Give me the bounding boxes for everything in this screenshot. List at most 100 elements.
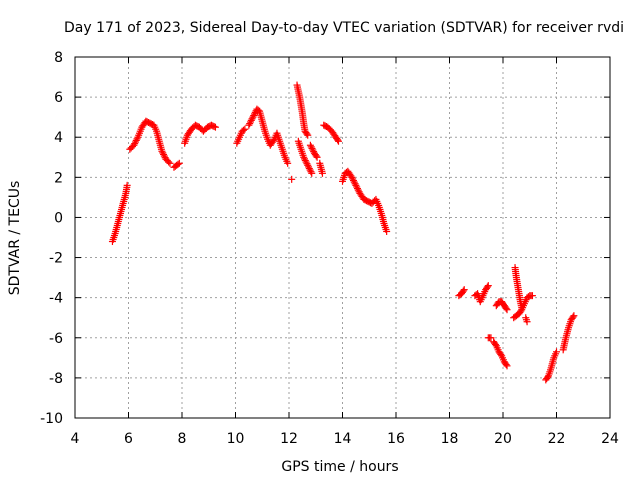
- data-point: [165, 158, 173, 166]
- data-point: [269, 137, 277, 145]
- data-point: [459, 287, 467, 295]
- data-point: [352, 181, 360, 189]
- data-point: [570, 312, 578, 320]
- x-tick-label: 22: [548, 431, 566, 447]
- data-point: [351, 180, 359, 188]
- x-tick-label: 4: [71, 431, 80, 447]
- data-point: [353, 185, 361, 193]
- data-point: [354, 186, 362, 194]
- data-point: [305, 163, 313, 171]
- grid: [75, 57, 610, 418]
- data-point: [301, 155, 309, 163]
- data-point: [130, 141, 138, 149]
- data-point: [246, 118, 254, 126]
- y-tick-label: 4: [54, 130, 63, 146]
- data-point: [460, 286, 468, 294]
- data-point: [350, 178, 358, 186]
- y-tick-label: -10: [40, 411, 63, 427]
- x-tick-label: 24: [601, 431, 619, 447]
- x-tick-label: 10: [227, 431, 245, 447]
- data-point: [308, 169, 316, 177]
- y-tick-label: -4: [49, 291, 63, 307]
- data-point: [503, 362, 511, 370]
- x-axis-label: GPS time / hours: [281, 459, 398, 475]
- data-point: [305, 165, 313, 173]
- data-point: [310, 148, 318, 156]
- y-axis-label: SDTVAR / TECUs: [7, 181, 23, 296]
- data-point: [132, 136, 140, 144]
- data-point: [159, 149, 167, 157]
- data-point: [240, 126, 248, 134]
- data-point: [160, 150, 168, 158]
- y-tick-label: 8: [54, 50, 63, 66]
- data-point: [247, 116, 255, 124]
- data-point: [318, 169, 326, 177]
- data-point: [306, 166, 314, 174]
- x-tick-label: 12: [280, 431, 298, 447]
- data-point: [334, 136, 342, 144]
- data-point: [487, 334, 495, 342]
- data-point: [131, 140, 139, 148]
- data-point: [174, 160, 182, 168]
- data-point: [211, 123, 219, 131]
- data-point: [523, 318, 531, 326]
- data-point: [544, 373, 552, 381]
- data-point: [158, 147, 166, 155]
- data-point: [306, 141, 314, 149]
- data-point: [312, 152, 320, 160]
- data-point: [383, 227, 391, 235]
- data-point: [349, 175, 357, 183]
- y-tick-label: -6: [49, 331, 63, 347]
- data-point: [303, 130, 311, 138]
- data-point: [304, 131, 312, 139]
- data-point: [307, 143, 315, 151]
- data-point: [353, 183, 361, 191]
- y-tick-label: 0: [54, 210, 63, 226]
- data-point: [248, 115, 256, 123]
- data-point: [484, 282, 492, 290]
- data-point: [307, 168, 315, 176]
- data-point: [309, 146, 317, 154]
- y-tick-label: -2: [49, 251, 63, 267]
- data-point: [131, 138, 139, 146]
- x-tick-label: 18: [441, 431, 459, 447]
- data-point: [308, 144, 316, 152]
- data-point: [569, 313, 577, 321]
- data-point: [241, 125, 249, 133]
- data-point: [301, 156, 309, 164]
- data-point: [553, 348, 560, 356]
- data-point: [175, 159, 183, 167]
- data-point: [300, 153, 308, 161]
- data-point: [250, 112, 258, 120]
- y-tick-label: -8: [49, 371, 63, 387]
- data-point: [349, 177, 357, 185]
- x-tick-label: 14: [334, 431, 352, 447]
- data-point: [303, 160, 311, 168]
- data-point: [502, 304, 510, 312]
- data-point: [160, 152, 168, 160]
- data-point: [246, 120, 254, 128]
- data-point: [249, 113, 257, 121]
- data-point: [502, 361, 510, 369]
- data-point: [245, 121, 253, 129]
- data-point: [302, 158, 310, 166]
- data-point: [348, 173, 356, 181]
- data-point: [133, 135, 141, 143]
- data-point: [288, 175, 296, 183]
- chart-title: Day 171 of 2023, Sidereal Day-to-day VTE…: [64, 20, 624, 36]
- data-point: [284, 159, 292, 167]
- data-point: [528, 292, 536, 300]
- data-point: [334, 137, 342, 145]
- data-point: [304, 161, 312, 169]
- data-series-rvdi: [108, 81, 578, 384]
- x-tick-label: 6: [124, 431, 133, 447]
- data-point: [503, 306, 511, 314]
- data-point: [250, 110, 258, 118]
- data-point: [313, 153, 321, 161]
- x-tick-label: 20: [494, 431, 512, 447]
- data-point: [123, 181, 131, 189]
- data-point: [166, 159, 174, 167]
- x-tick-label: 8: [178, 431, 187, 447]
